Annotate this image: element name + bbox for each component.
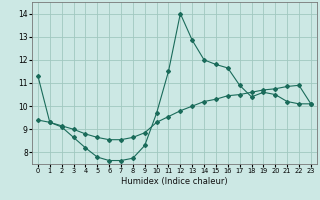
X-axis label: Humidex (Indice chaleur): Humidex (Indice chaleur) — [121, 177, 228, 186]
